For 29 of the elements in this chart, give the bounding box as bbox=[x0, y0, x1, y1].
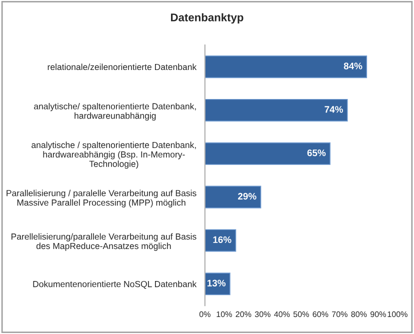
bar bbox=[204, 186, 262, 208]
x-tick-label: 100% bbox=[388, 311, 408, 318]
data-label: 84% bbox=[344, 62, 362, 70]
data-label: 16% bbox=[213, 236, 232, 244]
y-tick-label: analytische/ spaltenorientierte Datenbank, hardwareunabhängig bbox=[34, 102, 196, 121]
chart-title: Datenbanktyp bbox=[171, 13, 244, 24]
y-tick-label: relationale/zeilenorientierte Datenbank bbox=[48, 64, 197, 70]
data-label: 29% bbox=[238, 192, 256, 200]
x-tick-label: 10% bbox=[216, 311, 232, 318]
y-tick-label: Parellelisierung/parallele Verarbeitung auf Basis des MapReduce-Ansatzes möglich bbox=[12, 233, 196, 251]
y-tick-label: Parallelisierung / paralelle Verarbeitung auf Basis Massive Parallel Processing (MPP) möglich bbox=[6, 190, 196, 208]
data-label: 13% bbox=[207, 280, 226, 286]
bar bbox=[204, 229, 236, 252]
x-tick-label: 80% bbox=[351, 311, 367, 318]
x-tick-label: 50% bbox=[293, 311, 309, 318]
y-tick-label: analytische / spaltenorientierte Datenbank, hardwareabhängig (Bsp. In-Memory- Technologie) bbox=[32, 142, 196, 169]
x-tick-label: 0% bbox=[199, 311, 210, 318]
x-tick-label: 70% bbox=[332, 311, 348, 318]
x-tick-label: 90% bbox=[370, 311, 386, 318]
bar bbox=[204, 142, 330, 165]
data-label: 74% bbox=[324, 106, 343, 113]
y-tick-label: Dokumentenorientierte NoSQL Datenbank bbox=[33, 280, 197, 289]
x-tick-label: 40% bbox=[274, 311, 290, 318]
x-tick-label: 20% bbox=[236, 311, 252, 318]
x-tick-label: 60% bbox=[312, 311, 328, 318]
bar bbox=[204, 98, 348, 122]
data-label: 65% bbox=[307, 149, 326, 156]
x-tick-label: 30% bbox=[254, 311, 270, 318]
bar bbox=[204, 56, 368, 78]
